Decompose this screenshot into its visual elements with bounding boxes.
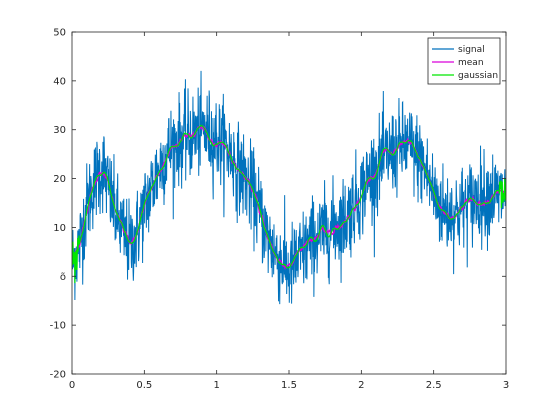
axes: 0 0.5 1 1.5 2 2.5 3 -20 -10 õ 10 20 30 40 50 [50, 28, 510, 392]
y-tick-label: 20 [53, 174, 66, 185]
x-tick-label: 0 [69, 380, 75, 391]
x-tick-label: 1.5 [281, 380, 297, 391]
y-tick-label: 40 [53, 76, 66, 87]
x-tick-label: 1 [213, 380, 219, 391]
plot-area [72, 70, 506, 305]
y-tick-label: -20 [50, 370, 66, 381]
y-tick-label: 10 [53, 223, 66, 234]
legend: signal mean gaussian [427, 37, 501, 85]
y-tick-label: 30 [53, 125, 66, 136]
y-tick-label: -10 [50, 321, 66, 332]
x-tick-label: 2.5 [426, 380, 442, 391]
x-tick-label: 2 [358, 380, 364, 391]
legend-box [427, 37, 501, 85]
legend-label-gaussian: gaussian [458, 71, 498, 81]
x-tick-label: 3 [503, 380, 509, 391]
legend-label-mean: mean [458, 58, 484, 68]
x-tick-label: 0.5 [136, 380, 152, 391]
y-tick-label: õ [60, 272, 66, 283]
y-tick-label: 50 [53, 28, 66, 39]
series-gaussian-line [72, 124, 506, 284]
legend-label-signal: signal [458, 45, 485, 55]
